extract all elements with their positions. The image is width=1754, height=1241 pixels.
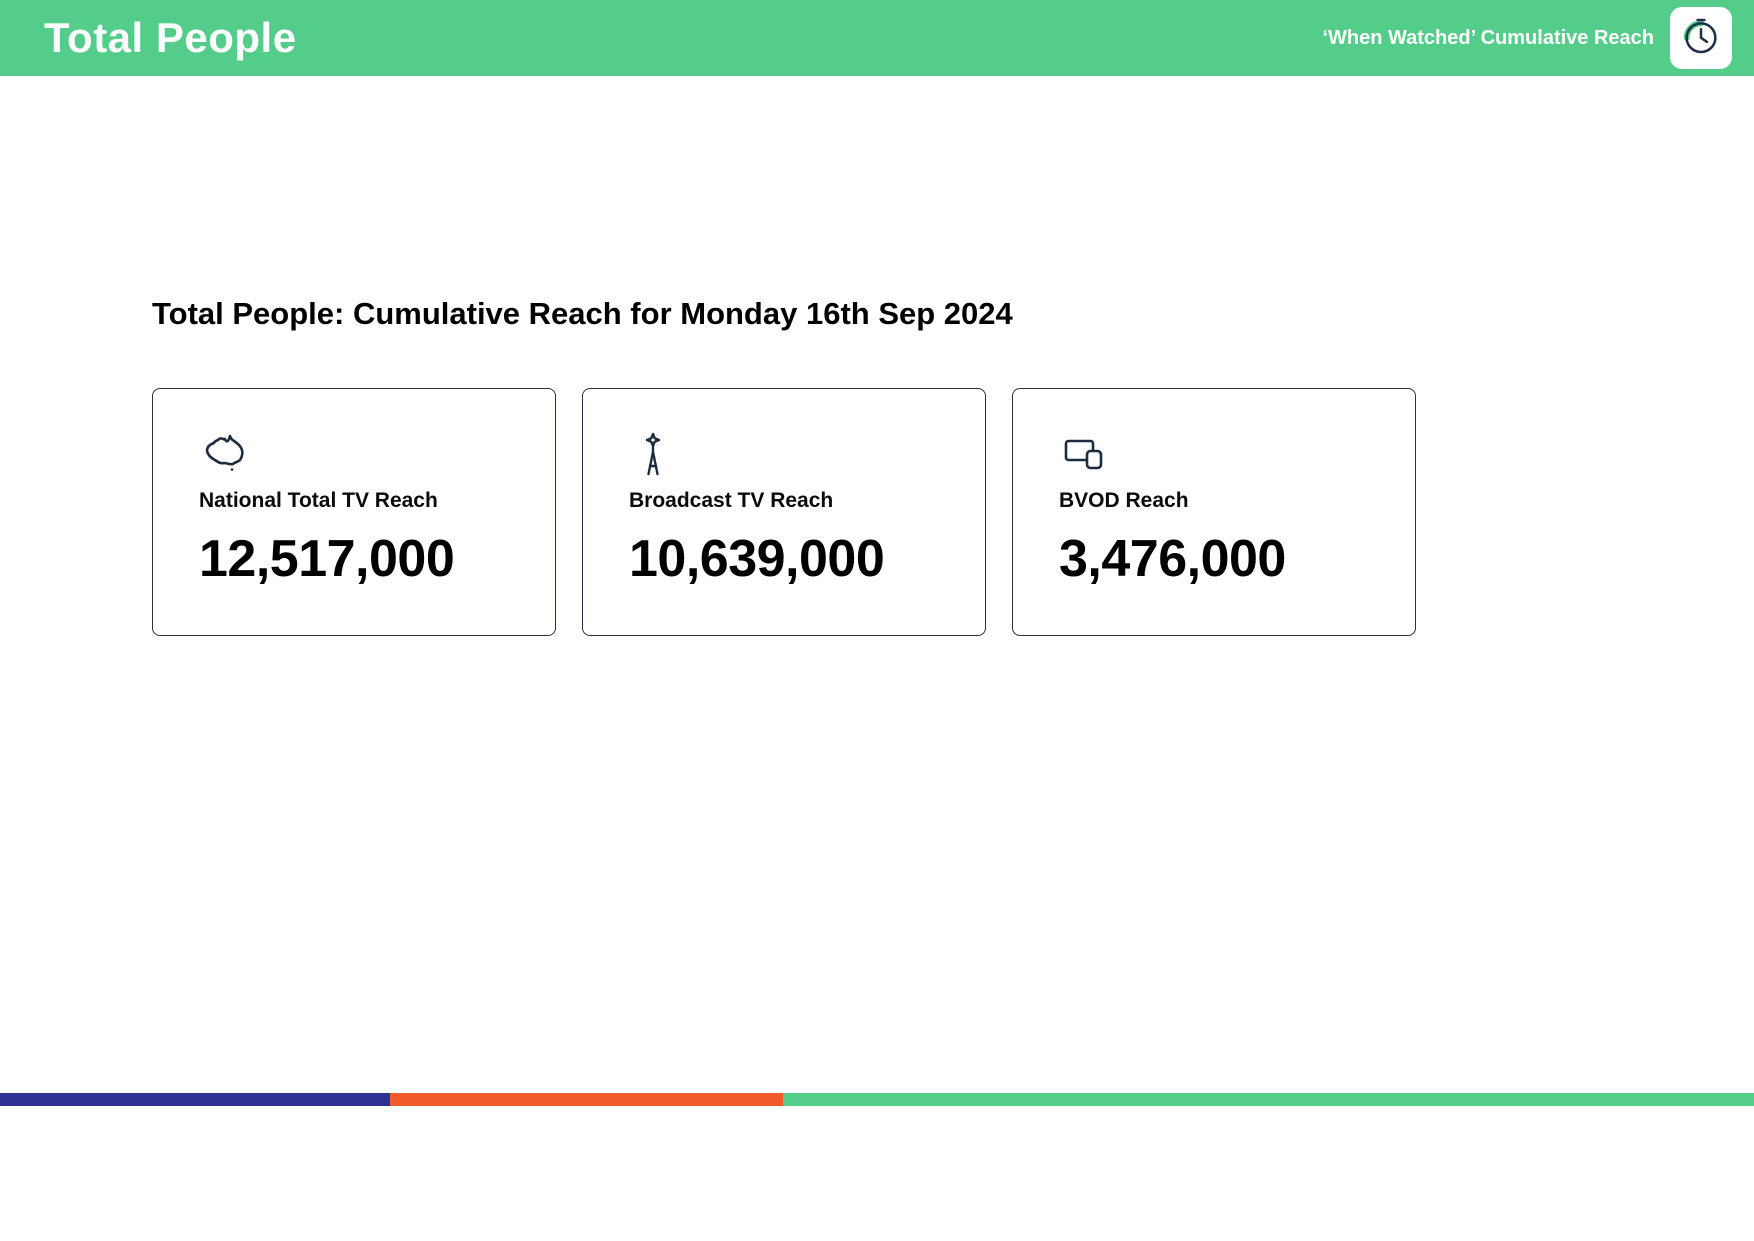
card-value: 12,517,000 — [199, 530, 455, 588]
card-national-total-tv-reach: National Total TV Reach 12,517,000 — [152, 388, 556, 636]
card-value: 10,639,000 — [629, 530, 885, 588]
devices-icon — [1059, 431, 1379, 479]
header-right: ‘When Watched’ Cumulative Reach — [1322, 7, 1732, 69]
broadcast-antenna-icon — [629, 431, 949, 479]
report-title: Total People: Cumulative Reach for Monda… — [152, 296, 1013, 331]
card-label: BVOD Reach — [1059, 489, 1189, 512]
page-title: Total People — [44, 14, 297, 61]
footer-stripe — [0, 1093, 1754, 1106]
header-subtitle: ‘When Watched’ Cumulative Reach — [1322, 26, 1654, 49]
footer-stripe-green-segment — [783, 1093, 1754, 1106]
footer-stripe-blue-segment — [0, 1093, 390, 1106]
header-bar: Total People ‘When Watched’ Cumulative R… — [0, 0, 1754, 76]
card-value: 3,476,000 — [1059, 530, 1286, 588]
footer-stripe-orange-segment — [390, 1093, 783, 1106]
card-label: National Total TV Reach — [199, 489, 438, 512]
stopwatch-icon — [1674, 9, 1728, 68]
stopwatch-badge — [1670, 7, 1732, 69]
card-bvod-reach: BVOD Reach 3,476,000 — [1012, 388, 1416, 636]
australia-map-icon — [199, 431, 519, 479]
card-broadcast-tv-reach: Broadcast TV Reach 10,639,000 — [582, 388, 986, 636]
card-label: Broadcast TV Reach — [629, 489, 834, 512]
kpi-cards-row: National Total TV Reach 12,517,000 Broad… — [152, 388, 1416, 636]
